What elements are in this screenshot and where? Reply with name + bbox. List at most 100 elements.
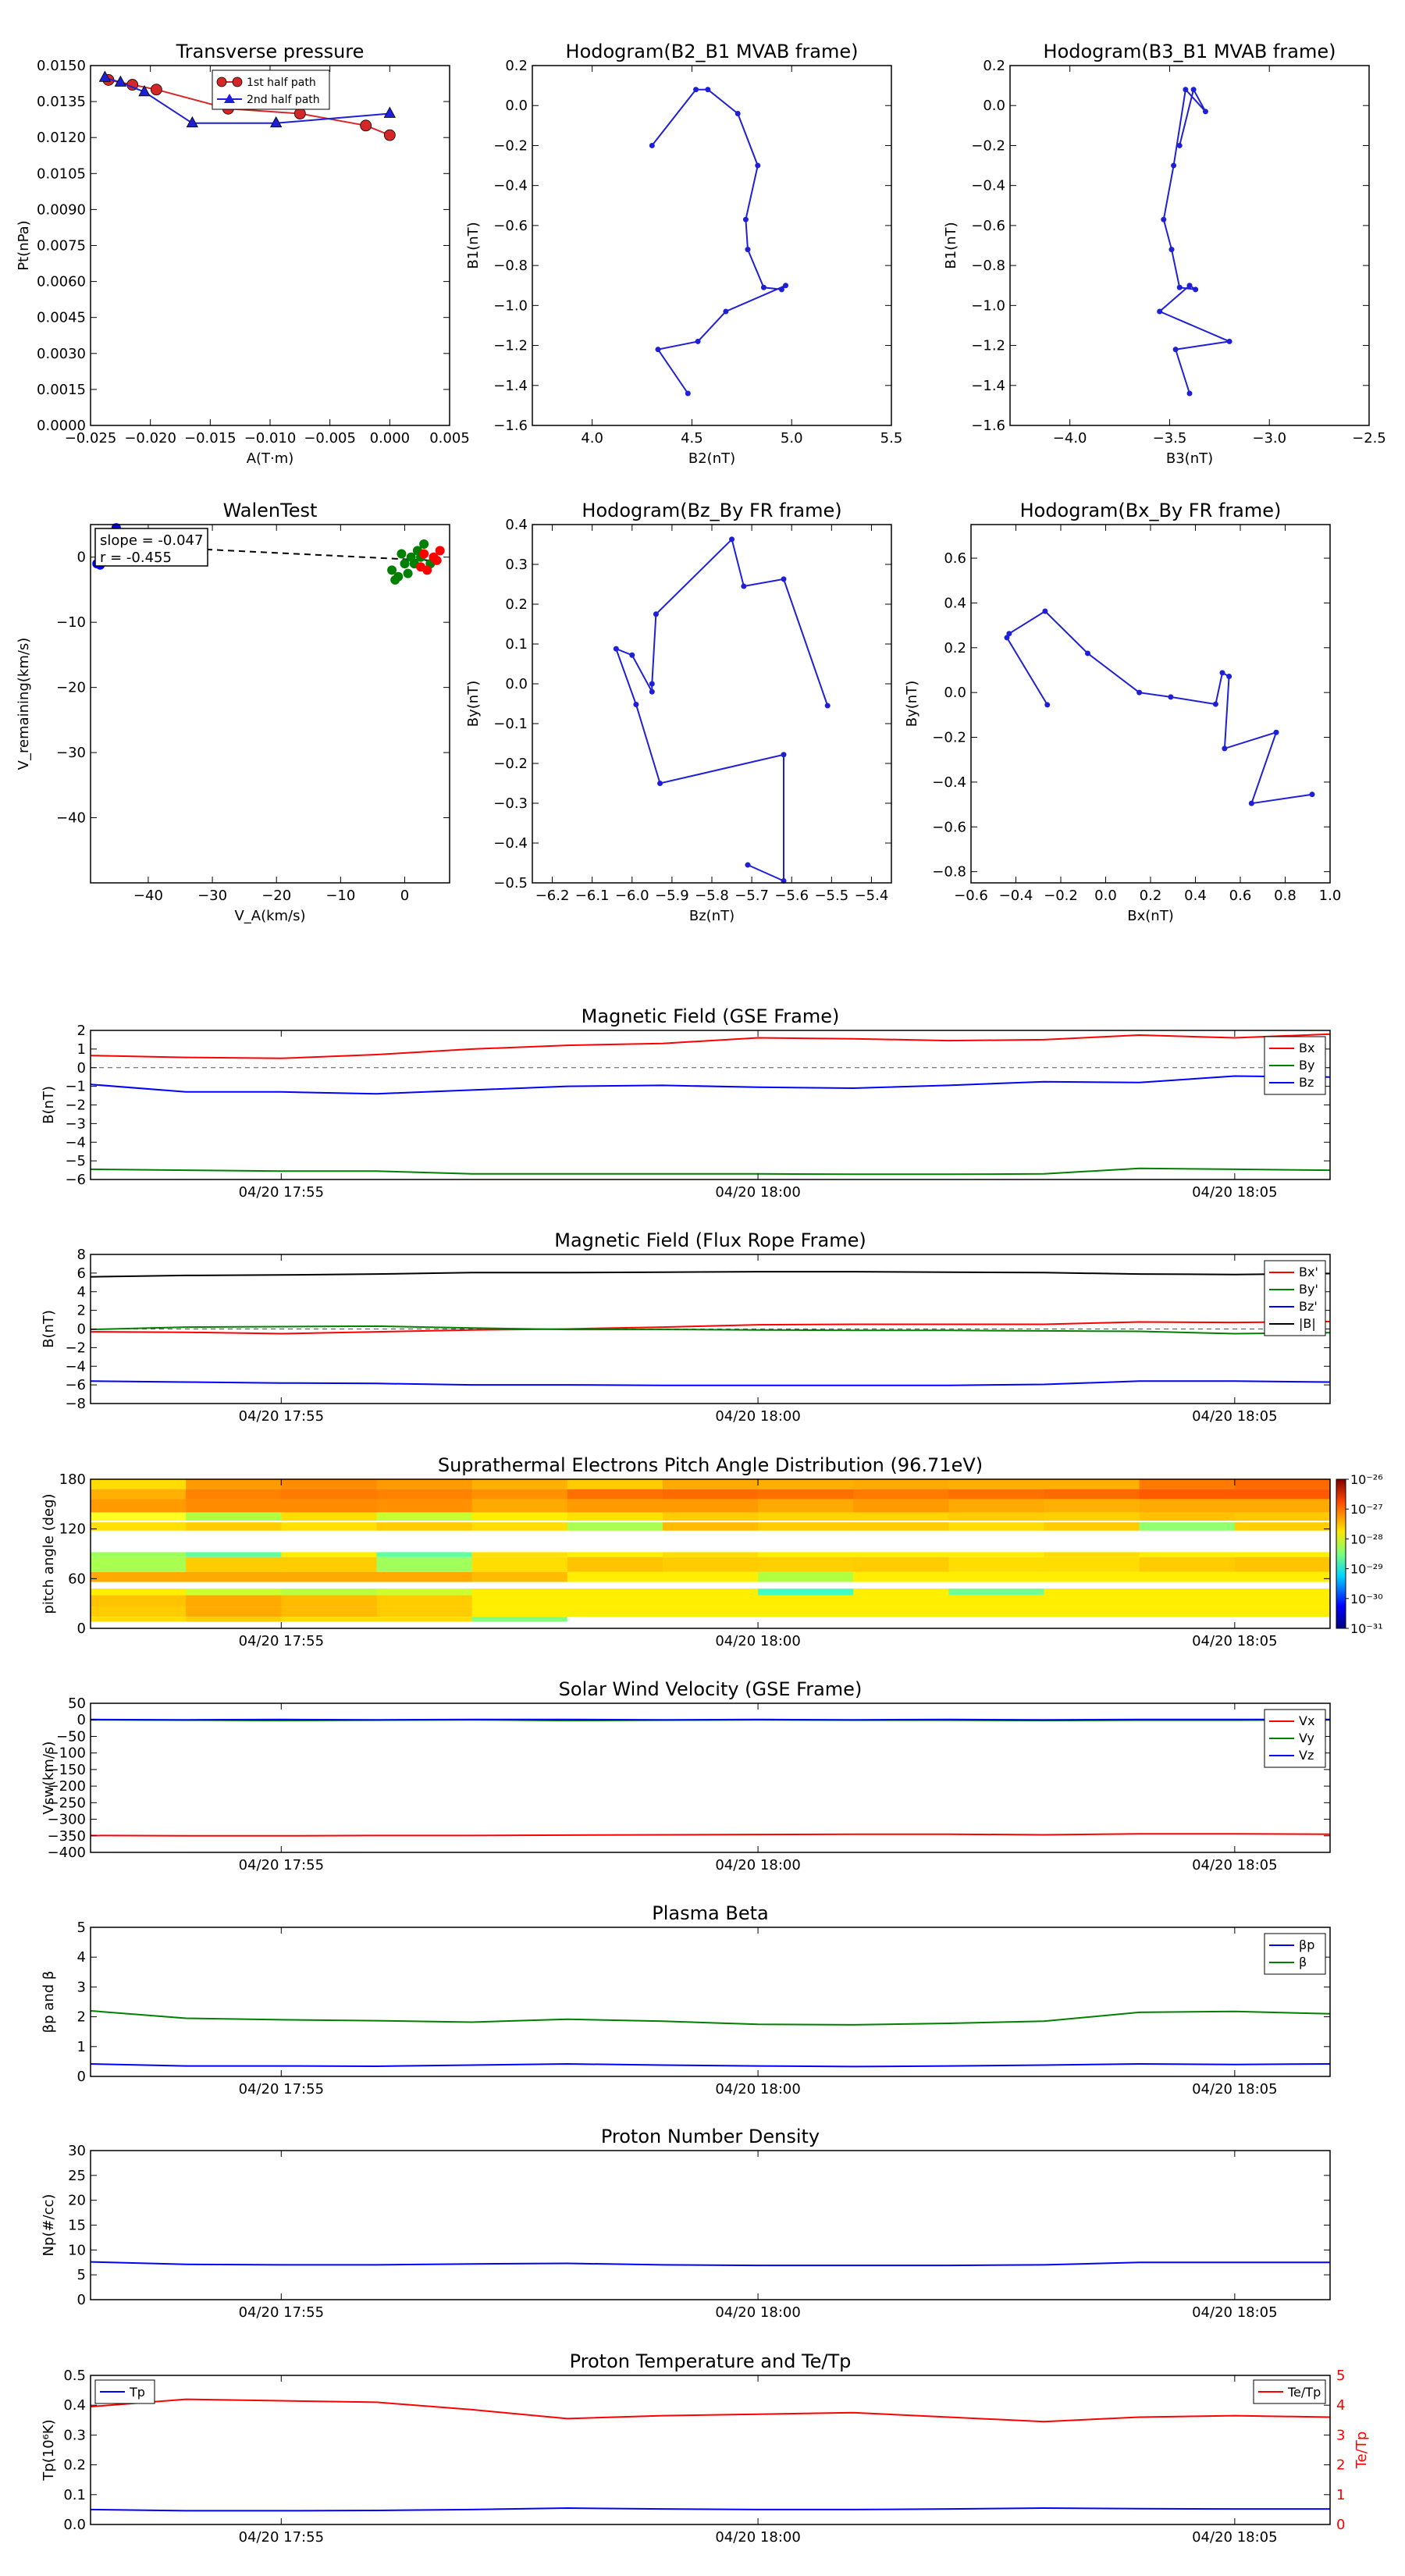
x-axis-label: Bx(nT) [1127, 908, 1173, 924]
heatmap-cell [1234, 1489, 1331, 1500]
y-tick-label: 0.0000 [37, 418, 86, 434]
x-tick-label: −0.4 [999, 888, 1033, 904]
x-tick-label: 0.6 [1229, 888, 1252, 904]
heatmap-cell [567, 1617, 663, 1622]
series-bx--line [91, 1321, 1330, 1335]
data-point [98, 70, 112, 82]
heatmap-cell [1139, 1571, 1236, 1582]
legend-label: Bx' [1299, 1265, 1318, 1279]
heatmap-cell [853, 1606, 949, 1617]
y-tick-label: −100 [48, 1745, 86, 1762]
heatmap-cell [758, 1479, 854, 1489]
legend-label: 1st half path [247, 76, 316, 89]
heatmap-cell [471, 1617, 568, 1622]
y-tick-label: 0.4 [505, 517, 528, 533]
heatmap-cell [91, 1522, 187, 1531]
y-tick-label: 0.0075 [37, 238, 86, 254]
chart-hodo1: Hodogram(B2_B1 MVAB frame) −1.6 −1.4 −1.2 −1… [465, 41, 902, 467]
data-point [1222, 745, 1228, 752]
legend-label: Vz [1299, 1748, 1314, 1763]
series-bx-line [91, 1033, 1330, 1059]
y-tick-label: 0 [77, 1060, 86, 1076]
y-tick-label: −0.4 [932, 774, 966, 791]
heatmap-cell [471, 1589, 568, 1596]
heatmap-cell [948, 1512, 1045, 1521]
data-point [1042, 608, 1048, 614]
heatmap-cell [91, 1595, 187, 1607]
y-tick-label: −6 [65, 1377, 86, 1393]
legend-label: By' [1299, 1282, 1318, 1297]
data-point [1248, 800, 1254, 806]
x-tick-label: −5.8 [695, 888, 729, 904]
heatmap-cell [471, 1606, 568, 1617]
data-point [649, 688, 655, 695]
y-tick-label: −0.2 [932, 730, 966, 746]
colorbar-label: 10⁻²⁹ [1350, 1562, 1383, 1577]
y-tick-label: 0.2 [63, 2457, 86, 2474]
heatmap-cell [1139, 1512, 1236, 1521]
heatmap-cell [376, 1557, 473, 1572]
heatmap-cell [376, 1571, 473, 1582]
y-tick-label-right: 2 [1336, 2457, 1345, 2474]
heatmap-cell [948, 1522, 1045, 1531]
y-tick-label: −40 [56, 810, 86, 827]
data-point [613, 646, 619, 652]
legend-label: Bz [1299, 1075, 1314, 1090]
y-tick-label-right: 5 [1336, 2368, 1345, 2384]
heatmap-cell [758, 1571, 854, 1582]
heatmap-cell [281, 1595, 377, 1607]
series--b--line [91, 1271, 1330, 1278]
heatmap-cell [281, 1479, 377, 1489]
heatmap-cell [1234, 1479, 1331, 1489]
y-tick-label: 8 [77, 1247, 86, 1263]
heatmap-cell [567, 1552, 663, 1557]
time-tick-label: 04/20 17:55 [239, 1408, 324, 1425]
heatmap-cell [281, 1512, 377, 1521]
data-point [390, 575, 400, 585]
y-tick-label: −6 [65, 1172, 86, 1188]
data-point [1085, 650, 1090, 656]
x-tick-label: 5.0 [781, 430, 803, 447]
y-tick-label: −8 [65, 1396, 86, 1412]
x-tick-label: 5.5 [880, 430, 903, 447]
heatmap-cell [1139, 1606, 1236, 1617]
data-point [435, 546, 445, 556]
data-point [269, 116, 283, 128]
y-tick-label: 0.3 [505, 557, 528, 573]
y-tick-label: −2 [65, 1098, 86, 1114]
heatmap-cell [567, 1489, 663, 1500]
chart-hodo3: Hodogram(Bz_By FR frame) −0.5 −0.4 −0.3 −0.2… [465, 500, 892, 924]
data-point [723, 308, 729, 315]
x-tick-label: −0.2 [1044, 888, 1078, 904]
heatmap-cell [758, 1589, 854, 1596]
chart-title: Magnetic Field (GSE Frame) [582, 1005, 840, 1027]
y-tick-label: 0 [77, 2069, 86, 2085]
annotation-box [94, 528, 208, 567]
heatmap-cell [662, 1479, 759, 1489]
heatmap-cell [281, 1499, 377, 1513]
series-tp-line [91, 2507, 1330, 2512]
heatmap-cell [376, 1512, 473, 1521]
y-tick-label: −250 [48, 1795, 86, 1811]
heatmap-cell [567, 1499, 663, 1513]
data-point [1219, 670, 1225, 676]
heatmap-cell [91, 1479, 187, 1489]
y-tick-label: 2 [77, 2009, 86, 2026]
heatmap-cell [1044, 1617, 1140, 1622]
y-tick-label: −0.6 [971, 218, 1005, 234]
heatmap-cell [567, 1606, 663, 1617]
time-tick-label: 04/20 17:55 [239, 1857, 324, 1873]
y-tick-label: −2 [65, 1340, 86, 1356]
chart-mag_gse: Magnetic Field (GSE Frame) −6 −5 −4 −3−2 −1 0 1… [41, 1005, 1331, 1201]
x-tick-label: −5.4 [855, 888, 889, 904]
series-by--line [91, 1325, 1330, 1335]
x-tick-label: 0.4 [1184, 888, 1207, 904]
heatmap-cell [662, 1489, 759, 1500]
y-tick-label: −0.2 [493, 137, 528, 154]
data-point [403, 568, 413, 578]
series-by-line [91, 1167, 1330, 1176]
y-tick-label: 0 [77, 2292, 86, 2308]
heatmap-cell [186, 1617, 282, 1622]
heatmap-cell [758, 1499, 854, 1513]
y-tick-label: −10 [56, 614, 86, 631]
